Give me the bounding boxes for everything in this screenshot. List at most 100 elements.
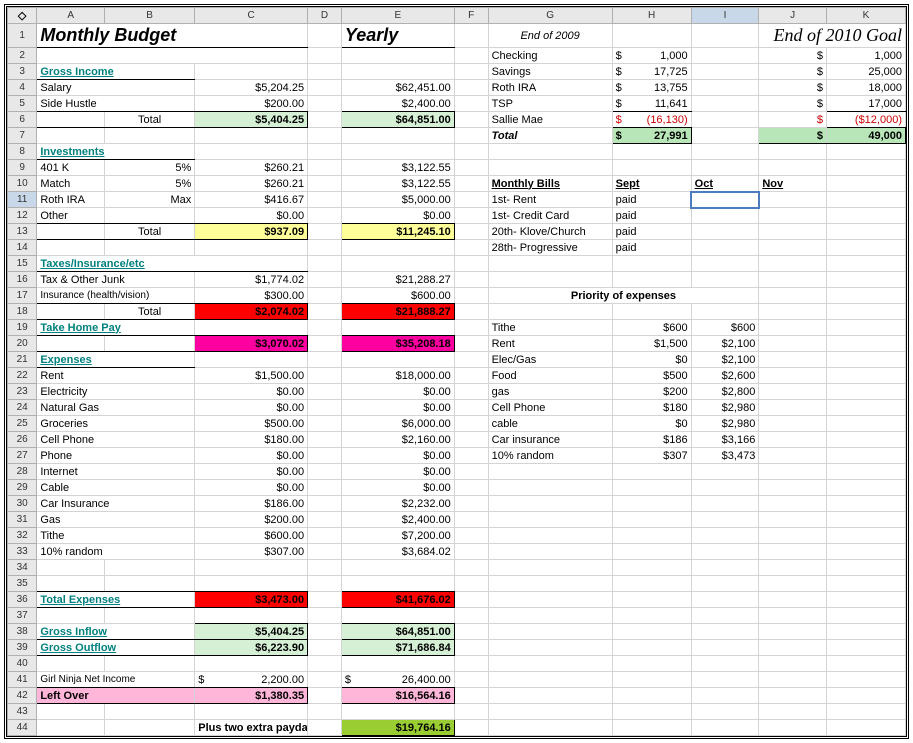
inv-total-monthly[interactable]: $937.09 [195, 224, 308, 240]
takehome-monthly[interactable]: $3,070.02 [195, 336, 308, 352]
priority-header[interactable]: Priority of expenses [488, 288, 759, 304]
girl-ninja-label[interactable]: Girl Ninja Net Income [37, 672, 195, 688]
leftover-monthly[interactable]: $1,380.35 [195, 688, 308, 704]
active-cell[interactable] [691, 192, 759, 208]
salary-label[interactable]: Salary [37, 80, 195, 96]
row-28[interactable]: 28 [8, 464, 37, 480]
gross-inflow-header[interactable]: Gross Inflow [37, 624, 195, 640]
col-h[interactable]: H [612, 8, 691, 24]
col-a[interactable]: A [37, 8, 105, 24]
sidehustle-monthly[interactable]: $200.00 [195, 96, 308, 112]
row-35[interactable]: 35 [8, 576, 37, 592]
end-2010-goal-label[interactable]: End of 2010 Goal [759, 24, 906, 48]
row-22[interactable]: 22 [8, 368, 37, 384]
match-label[interactable]: Match [37, 176, 105, 192]
row-11[interactable]: 11 [8, 192, 37, 208]
row-23[interactable]: 23 [8, 384, 37, 400]
row-19[interactable]: 19 [8, 320, 37, 336]
end-2009-label[interactable]: End of 2009 [488, 24, 612, 48]
col-g[interactable]: G [488, 8, 612, 24]
title-yearly[interactable]: Yearly [341, 24, 454, 48]
bill-rent[interactable]: 1st- Rent [488, 192, 612, 208]
investments-header[interactable]: Investments [37, 144, 195, 160]
tsp-label[interactable]: TSP [488, 96, 612, 112]
rothira-inv-label[interactable]: Roth IRA [37, 192, 105, 208]
sidehustle-label[interactable]: Side Hustle [37, 96, 195, 112]
grid[interactable]: ◇ A B C D E F G H I J K 1 Monthly Budget… [7, 7, 906, 736]
row-17[interactable]: 17 [8, 288, 37, 304]
row-14[interactable]: 14 [8, 240, 37, 256]
total-expenses-monthly[interactable]: $3,473.00 [195, 592, 308, 608]
gross-outflow-yearly[interactable]: $71,686.84 [341, 640, 454, 656]
row-27[interactable]: 27 [8, 448, 37, 464]
other-label[interactable]: Other [37, 208, 105, 224]
select-all-corner[interactable]: ◇ [8, 8, 37, 24]
oct-header[interactable]: Oct [691, 176, 759, 192]
row-26[interactable]: 26 [8, 432, 37, 448]
col-d[interactable]: D [308, 8, 342, 24]
salliemae-label[interactable]: Sallie Mae [488, 112, 612, 128]
row-6[interactable]: 6 [8, 112, 37, 128]
income-total-label[interactable]: Total [105, 112, 195, 128]
row-33[interactable]: 33 [8, 544, 37, 560]
checking-val[interactable]: $1,000 [612, 48, 691, 64]
checking-label[interactable]: Checking [488, 48, 612, 64]
row-18[interactable]: 18 [8, 304, 37, 320]
bill-progressive[interactable]: 28th- Progressive [488, 240, 612, 256]
salliemae-val[interactable]: $(16,130) [612, 112, 691, 128]
row-4[interactable]: 4 [8, 80, 37, 96]
plus-extra-val[interactable]: $19,764.16 [341, 720, 454, 736]
row-36[interactable]: 36 [8, 592, 37, 608]
row-34[interactable]: 34 [8, 560, 37, 576]
insurance-label[interactable]: Insurance (health/vision) [37, 288, 195, 304]
income-total-monthly[interactable]: $5,404.25 [195, 112, 308, 128]
row-8[interactable]: 8 [8, 144, 37, 160]
row-39[interactable]: 39 [8, 640, 37, 656]
401k-label[interactable]: 401 K [37, 160, 105, 176]
rothira-label[interactable]: Roth IRA [488, 80, 612, 96]
row-20[interactable]: 20 [8, 336, 37, 352]
col-f[interactable]: F [454, 8, 488, 24]
girl-ninja-yearly[interactable]: $26,400.00 [341, 672, 454, 688]
bill-klove[interactable]: 20th- Klove/Church [488, 224, 612, 240]
taxes-header[interactable]: Taxes/Insurance/etc [37, 256, 308, 272]
monthly-bills-header[interactable]: Monthly Bills [488, 176, 612, 192]
salary-monthly[interactable]: $5,204.25 [195, 80, 308, 96]
gross-income-header[interactable]: Gross Income [37, 64, 195, 80]
inv-total-yearly[interactable]: $11,245.10 [341, 224, 454, 240]
row-21[interactable]: 21 [8, 352, 37, 368]
total-expenses-header[interactable]: Total Expenses [37, 592, 195, 608]
tax-junk-label[interactable]: Tax & Other Junk [37, 272, 195, 288]
priority-rent[interactable]: Rent [488, 336, 612, 352]
savings-goal[interactable]: 25,000 [827, 64, 906, 80]
row-31[interactable]: 31 [8, 512, 37, 528]
row-25[interactable]: 25 [8, 416, 37, 432]
gross-outflow-monthly[interactable]: $6,223.90 [195, 640, 308, 656]
row-29[interactable]: 29 [8, 480, 37, 496]
row-16[interactable]: 16 [8, 272, 37, 288]
title-monthly[interactable]: Monthly Budget [37, 24, 308, 48]
row-10[interactable]: 10 [8, 176, 37, 192]
savings-val[interactable]: $17,725 [612, 64, 691, 80]
row-15[interactable]: 15 [8, 256, 37, 272]
row-40[interactable]: 40 [8, 656, 37, 672]
row-44[interactable]: 44 [8, 720, 37, 736]
leftover-header[interactable]: Left Over [37, 688, 195, 704]
row-43[interactable]: 43 [8, 704, 37, 720]
row-1[interactable]: 1 [8, 24, 37, 48]
row-13[interactable]: 13 [8, 224, 37, 240]
row-3[interactable]: 3 [8, 64, 37, 80]
priority-tithe[interactable]: Tithe [488, 320, 612, 336]
row-41[interactable]: 41 [8, 672, 37, 688]
leftover-yearly[interactable]: $16,564.16 [341, 688, 454, 704]
total-label[interactable]: Total [488, 128, 612, 144]
income-total-yearly[interactable]: $64,851.00 [341, 112, 454, 128]
col-k[interactable]: K [827, 8, 906, 24]
gross-outflow-header[interactable]: Gross Outflow [37, 640, 195, 656]
taxes-total-monthly[interactable]: $2,074.02 [195, 304, 308, 320]
row-24[interactable]: 24 [8, 400, 37, 416]
total-2009[interactable]: $27,991 [612, 128, 691, 144]
col-j[interactable]: J [759, 8, 827, 24]
sidehustle-yearly[interactable]: $2,400.00 [341, 96, 454, 112]
row-38[interactable]: 38 [8, 624, 37, 640]
